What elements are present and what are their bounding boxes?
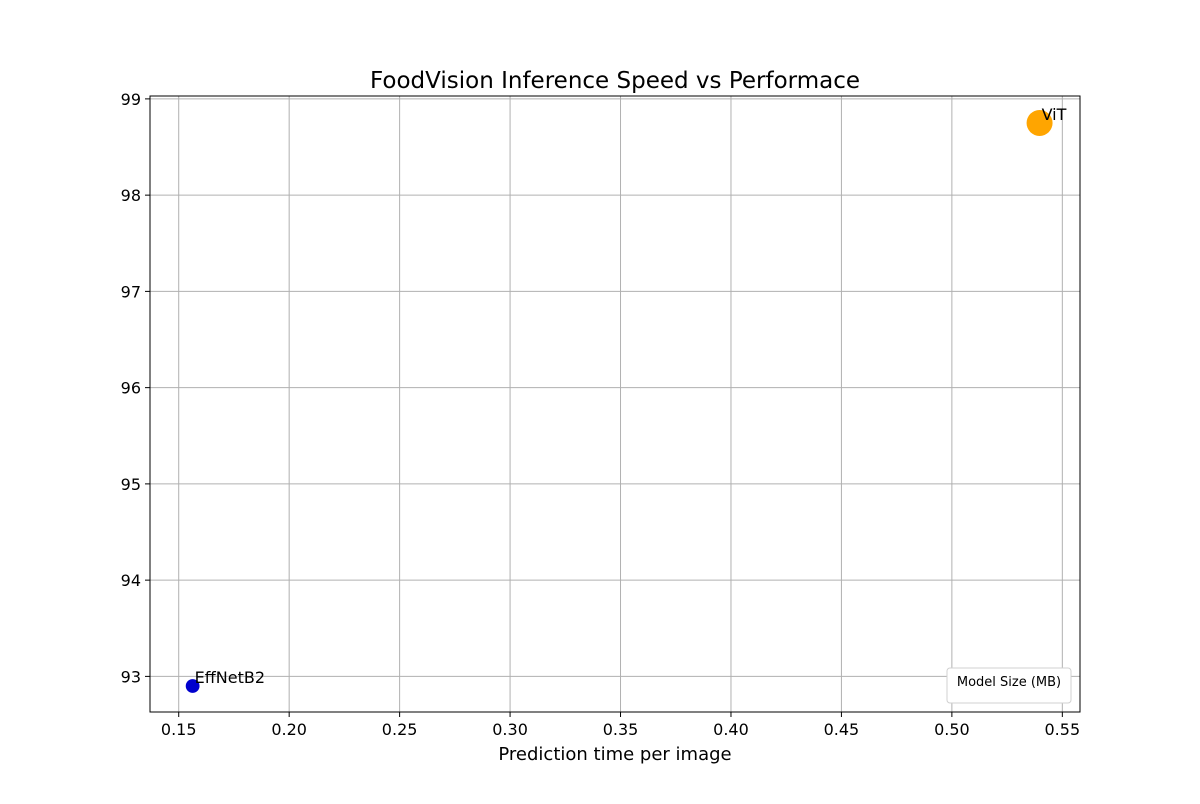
data-point: [185, 679, 200, 693]
y-tick-label: 98: [121, 186, 141, 205]
y-tick-label: 96: [121, 379, 141, 398]
axis-ticks: 0.15 0.20 0.25 0.30 0.35 0.40 0.45 0.50 0.55 93 94…: [121, 90, 1080, 739]
point-label: ViT: [1042, 105, 1067, 124]
y-tick-label: 99: [121, 90, 141, 109]
x-tick-label: 0.50: [934, 720, 970, 739]
grid-lines: [150, 96, 1080, 712]
chart-title: FoodVision Inference Speed vs Performace: [370, 68, 860, 94]
y-tick-label: 94: [121, 571, 141, 590]
x-tick-label: 0.15: [161, 720, 197, 739]
legend: Model Size (MB): [946, 667, 1072, 704]
plot-frame: [149, 95, 1081, 713]
y-tick-label: 95: [121, 475, 141, 494]
legend-box: [946, 667, 1072, 704]
x-axis-label: Prediction time per image: [498, 744, 731, 765]
y-tick-label: 97: [121, 282, 141, 301]
x-tick-label: 0.30: [492, 720, 528, 739]
point-labels: EffNetB2 ViT: [195, 105, 1067, 687]
x-tick-label: 0.25: [382, 720, 418, 739]
data-point: [1026, 109, 1053, 136]
x-tick-label: 0.40: [713, 720, 749, 739]
point-label: EffNetB2: [195, 668, 265, 687]
x-tick-label: 0.35: [603, 720, 639, 739]
x-tick-label: 0.45: [824, 720, 860, 739]
y-tick-label: 93: [121, 667, 141, 686]
legend-title: Model Size (MB): [957, 675, 1061, 690]
x-tick-label: 0.20: [271, 720, 307, 739]
data-points: [185, 109, 1053, 693]
x-tick-label: 0.55: [1045, 720, 1081, 739]
